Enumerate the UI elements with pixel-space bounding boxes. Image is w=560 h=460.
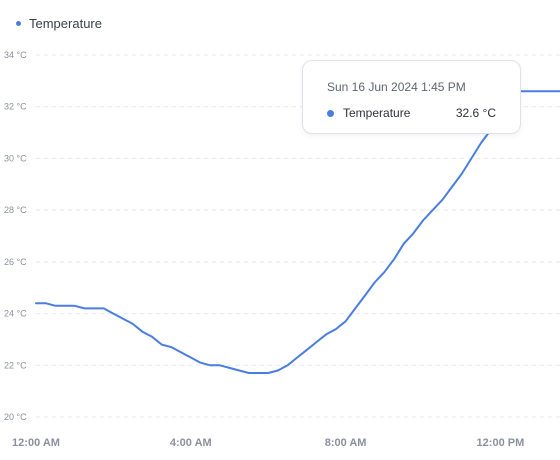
legend-label: Temperature [29,16,102,31]
x-tick-label-1200: 12:00 PM [477,437,525,449]
legend[interactable]: Temperature [16,16,102,31]
temperature-series-line[interactable] [35,90,560,374]
tooltip-row: Temperature 32.6 °C [327,106,496,120]
legend-marker [16,21,21,26]
x-tick-label-0800: 8:00 AM [325,437,367,449]
y-tick-label-34: 34 °C [4,50,27,60]
y-tick-label-26: 26 °C [4,257,27,267]
y-tick-label-30: 30 °C [4,153,27,163]
y-axis: 20 °C 22 °C 24 °C 26 °C 28 °C 30 °C 32 °C 34 °C [4,50,27,422]
tooltip-series-name: Temperature [343,106,411,120]
x-tick-label-0400: 4:00 AM [170,437,212,449]
tooltip-date: Sun 16 Jun 2024 1:45 PM [327,80,466,94]
tooltip-series-marker [327,109,334,117]
y-tick-label-24: 24 °C [4,309,27,319]
tooltip-value: 32.6 °C [455,106,496,120]
y-tick-label-32: 32 °C [4,102,27,112]
y-tick-label-22: 22 °C [4,360,27,370]
y-tick-label-20: 20 °C [4,412,27,422]
x-axis: 12:00 AM 4:00 AM 8:00 AM 12:00 PM [12,437,524,449]
x-tick-label-0000: 12:00 AM [12,437,60,449]
y-tick-label-28: 28 °C [4,205,27,215]
tooltip: Sun 16 Jun 2024 1:45 PM Temperature 32.6… [302,60,521,134]
